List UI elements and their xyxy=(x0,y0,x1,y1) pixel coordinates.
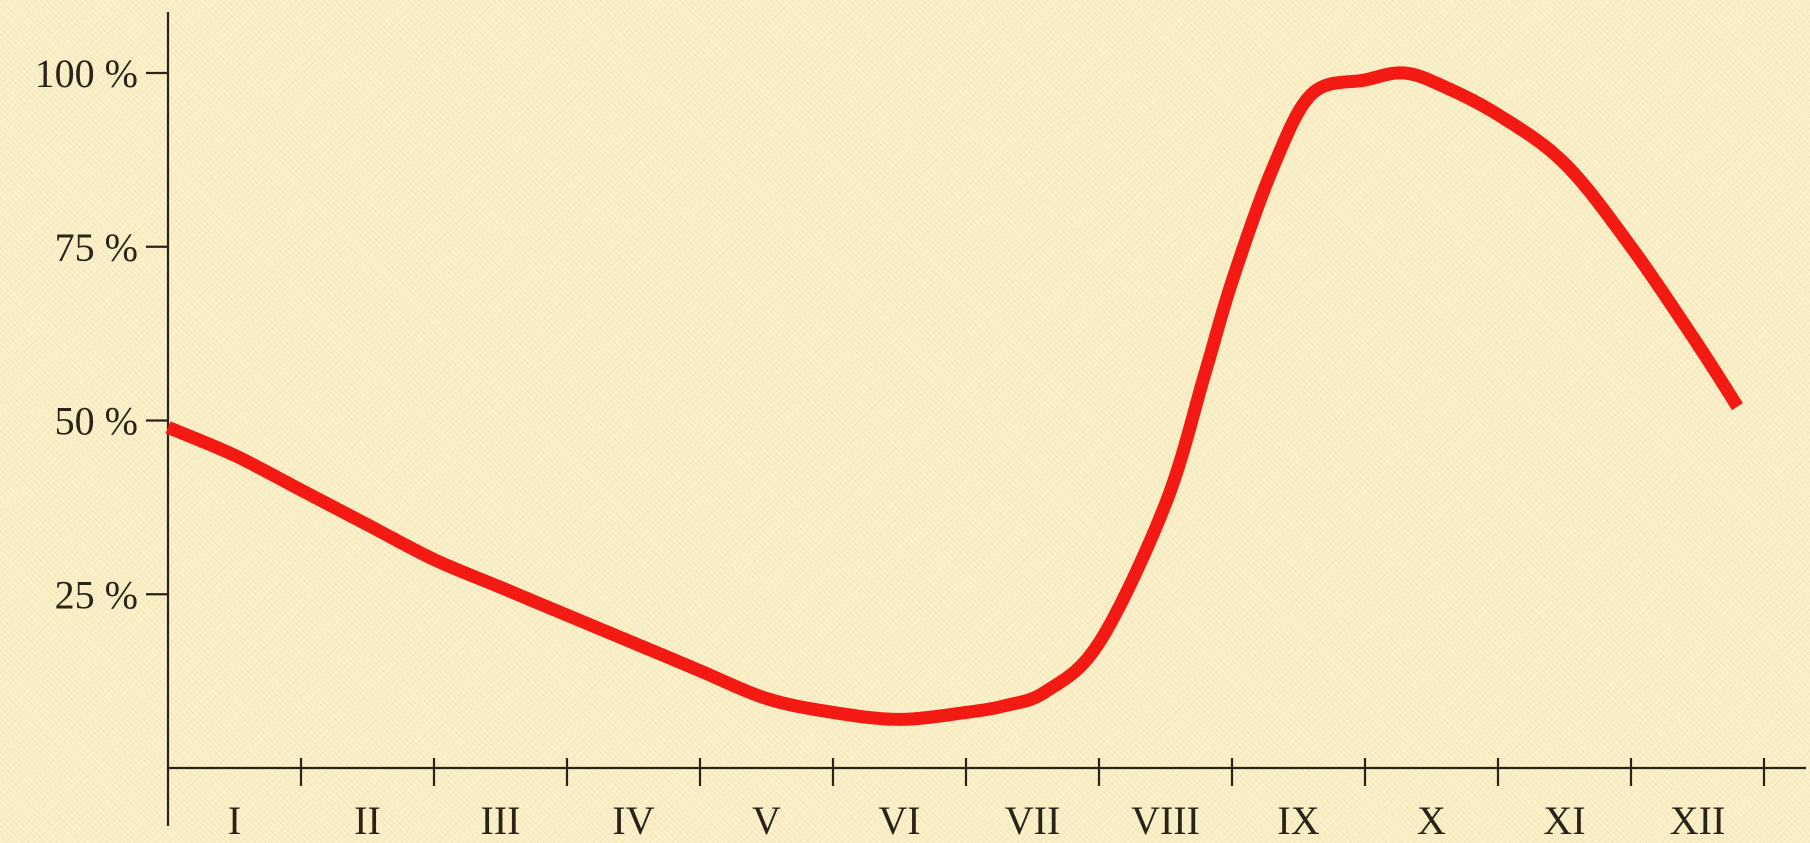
series-layer xyxy=(165,66,1743,726)
y-tick-label: 25 % xyxy=(55,572,138,617)
data-point xyxy=(1737,406,1738,407)
x-tick-label: XII xyxy=(1670,798,1726,843)
x-tick-label: VII xyxy=(1005,798,1061,843)
y-tick-label: 75 % xyxy=(55,225,138,270)
x-tick-label: VI xyxy=(878,798,920,843)
axes xyxy=(146,12,1806,826)
x-tick-label: XI xyxy=(1543,798,1585,843)
data-point xyxy=(1404,73,1405,74)
data-point xyxy=(1099,642,1100,643)
data-point xyxy=(567,615,568,616)
x-tick-label: X xyxy=(1417,798,1446,843)
data-point xyxy=(899,719,900,720)
y-tick-label: 100 % xyxy=(35,51,138,96)
data-point xyxy=(500,587,501,588)
data-point xyxy=(700,670,701,671)
data-point xyxy=(234,455,235,456)
data-point xyxy=(1005,705,1006,706)
data-point xyxy=(1697,344,1698,345)
data-point xyxy=(1444,86,1445,87)
x-tick-label: I xyxy=(228,798,241,843)
x-tick-label: III xyxy=(481,798,521,843)
series-line xyxy=(165,66,1743,726)
data-point xyxy=(301,490,302,491)
data-point xyxy=(1631,246,1632,247)
x-tick-label: VIII xyxy=(1131,798,1200,843)
tick-labels: 25 %50 %75 %100 %I II III IV V VI VII VIII IX X XI… xyxy=(35,51,1726,843)
y-tick-label: 50 % xyxy=(55,399,138,444)
data-point xyxy=(1365,79,1366,80)
data-point xyxy=(1165,503,1166,504)
data-point xyxy=(966,712,967,713)
data-point xyxy=(367,524,368,525)
data-point xyxy=(1498,114,1499,115)
x-tick-label: V xyxy=(752,798,781,843)
data-point xyxy=(1271,170,1272,171)
data-point xyxy=(633,642,634,643)
data-point xyxy=(1311,93,1312,94)
data-point xyxy=(434,559,435,560)
data-point xyxy=(1205,371,1206,372)
x-tick-label: IV xyxy=(612,798,654,843)
data-point xyxy=(1232,281,1233,282)
data-point xyxy=(168,427,169,428)
data-point xyxy=(1045,691,1046,692)
data-point xyxy=(766,698,767,699)
x-tick-label: IX xyxy=(1277,798,1319,843)
data-point xyxy=(1564,163,1565,164)
data-point xyxy=(833,712,834,713)
x-tick-label: II xyxy=(354,798,381,843)
